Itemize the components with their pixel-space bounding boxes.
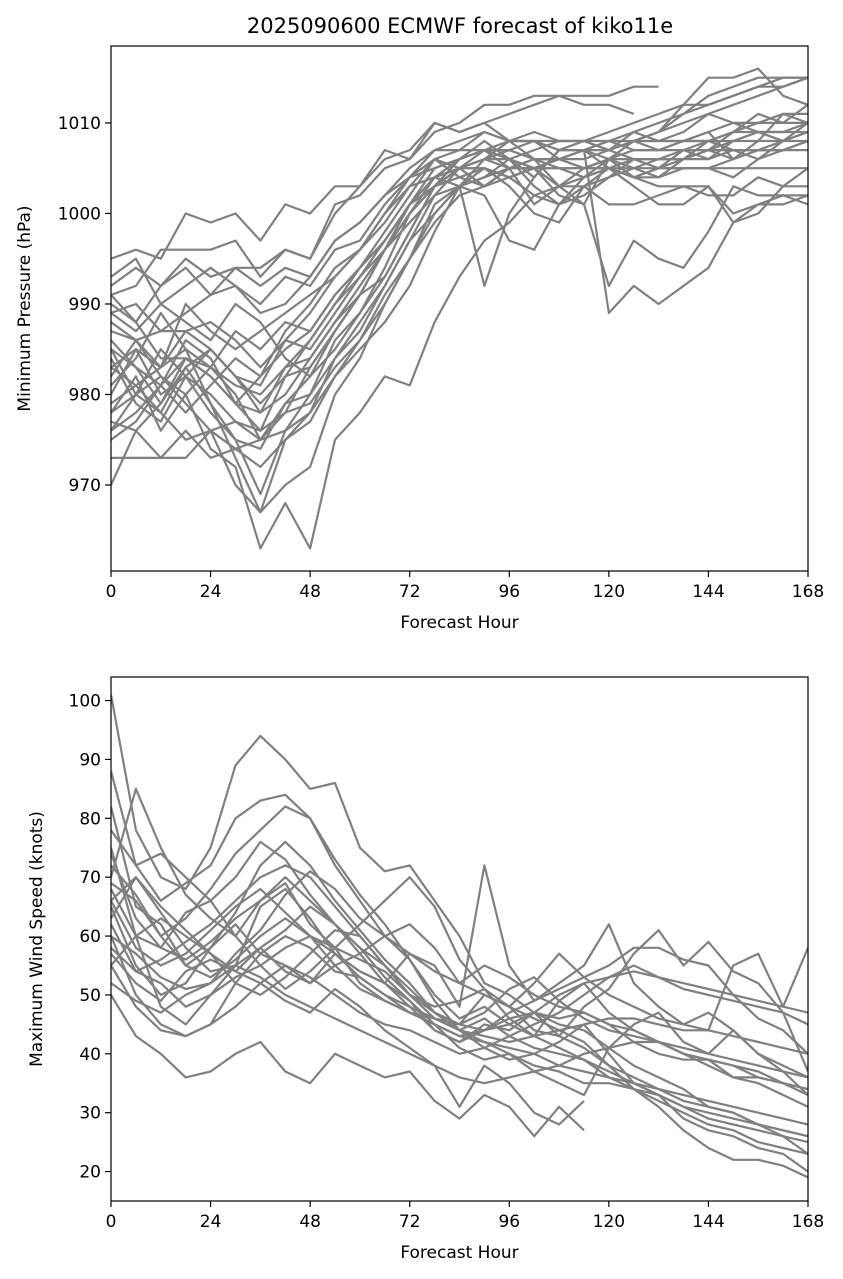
x-tick-label: 48	[299, 1212, 321, 1232]
y-tick-label: 1010	[58, 114, 101, 134]
y-tick-label: 20	[79, 1163, 101, 1183]
ensemble-member-line-11	[111, 864, 808, 1126]
x-tick-label: 120	[593, 582, 625, 602]
y-tick-label: 80	[79, 809, 101, 829]
y-tick-label: 60	[79, 927, 101, 947]
ensemble-member-line-2	[111, 76, 808, 550]
ensemble-member-line-19	[111, 805, 808, 1138]
y-tick-label: 970	[69, 476, 101, 496]
ensemble-member-line-12	[111, 139, 808, 432]
x-tick-label: 24	[200, 582, 222, 602]
ensemble-member-line-8	[111, 85, 659, 260]
y-tick-label: 1000	[58, 204, 101, 224]
ensemble-member-line-13	[111, 121, 808, 441]
y-axis-label: Minimum Pressure (hPa)	[15, 205, 35, 411]
y-tick-label: 980	[69, 385, 101, 405]
y-tick-label: 990	[69, 295, 101, 315]
ensemble-member-line-11	[111, 112, 808, 396]
ensemble-member-line-21	[111, 853, 808, 1108]
ensemble-member-line-28	[111, 158, 808, 432]
x-tick-label: 72	[399, 582, 421, 602]
ensemble-member-line-26	[111, 130, 808, 287]
x-tick-label: 0	[106, 582, 117, 602]
ensemble-member-line-23	[111, 887, 808, 1032]
x-axis-label: Forecast Hour	[400, 1243, 518, 1263]
figure-title: 2025090600 ECMWF forecast of kiko11e	[247, 14, 673, 38]
plot-frame	[110, 45, 809, 572]
x-tick-label: 168	[792, 582, 824, 602]
x-tick-label: 24	[200, 1212, 222, 1232]
y-tick-label: 40	[79, 1045, 101, 1065]
ensemble-member-line-22	[111, 76, 808, 324]
ensemble-member-line-12	[111, 994, 585, 1138]
y-tick-label: 70	[79, 868, 101, 888]
ensemble-member-line-20	[111, 952, 585, 1126]
ensemble-member-line-22	[111, 964, 808, 1085]
x-tick-label: 72	[399, 1212, 421, 1232]
series-group	[111, 67, 808, 550]
ensemble-member-line-24	[111, 130, 808, 414]
ensemble-member-line-5	[111, 847, 808, 1032]
ensemble-member-line-9	[111, 888, 808, 1097]
ensemble-member-line-13	[111, 864, 808, 1091]
y-tick-label: 50	[79, 986, 101, 1006]
x-tick-label: 0	[106, 1212, 117, 1232]
ensemble-member-line-14	[111, 112, 808, 387]
x-tick-label: 144	[692, 582, 724, 602]
y-tick-label: 100	[69, 692, 101, 712]
x-axis-label: Forecast Hour	[400, 613, 518, 633]
ensemble-member-line-8	[111, 964, 808, 1055]
x-tick-label: 144	[692, 1212, 724, 1232]
ensemble-member-line-21	[111, 122, 808, 441]
y-tick-label: 30	[79, 1104, 101, 1124]
ensemble-member-line-16	[111, 881, 808, 1144]
x-tick-label: 120	[593, 1212, 625, 1232]
plot-frame	[110, 676, 809, 1202]
x-tick-label: 96	[498, 1212, 520, 1232]
x-tick-label: 168	[792, 1212, 824, 1232]
y-axis-label: Maximum Wind Speed (knots)	[27, 811, 47, 1067]
wind-panel: 0 24 48 72 96 120 144 168 20 30 40 50 60 70 80 90 100 For…	[27, 676, 824, 1263]
pressure-panel: 0 24 48 72 96 120 144 168 970 980 990 1000 1010 Forec…	[15, 45, 824, 633]
x-tick-label: 48	[299, 582, 321, 602]
ensemble-member-line-9	[111, 94, 635, 296]
ensemble-member-line-18	[111, 76, 808, 468]
y-tick-label: 90	[79, 750, 101, 770]
ensemble-member-line-10	[111, 67, 808, 333]
x-tick-label: 96	[498, 582, 520, 602]
ensemble-member-line-1	[111, 694, 808, 1179]
ensemble-member-line-18	[111, 923, 808, 1055]
series-group	[111, 694, 808, 1179]
